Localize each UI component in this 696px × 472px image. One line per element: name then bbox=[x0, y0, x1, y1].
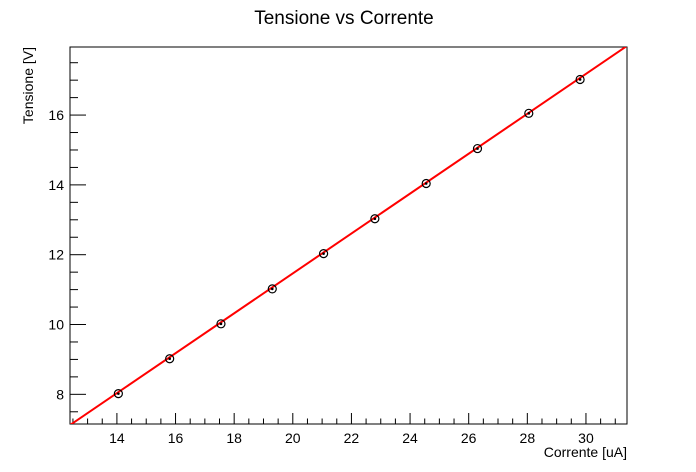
data-point bbox=[575, 74, 585, 85]
data-point bbox=[318, 249, 329, 259]
data-point-marker bbox=[370, 214, 380, 224]
data-point-center bbox=[270, 287, 274, 291]
data-point-marker bbox=[472, 143, 483, 154]
x-tick-label: 16 bbox=[168, 430, 184, 446]
data-point-marker bbox=[421, 178, 431, 189]
data-point-marker bbox=[216, 319, 226, 329]
y-tick-label: 16 bbox=[48, 107, 64, 123]
data-point bbox=[216, 319, 226, 329]
data-point bbox=[113, 389, 123, 399]
x-axis-ticks bbox=[72, 413, 616, 424]
x-tick-label: 28 bbox=[520, 430, 536, 446]
y-axis-ticks bbox=[70, 62, 86, 413]
y-tick-label: 10 bbox=[48, 317, 64, 333]
data-point-marker bbox=[165, 354, 175, 364]
data-points bbox=[113, 74, 585, 399]
x-tick-label: 30 bbox=[578, 430, 594, 446]
data-point-marker bbox=[113, 389, 123, 399]
x-tick-label: 18 bbox=[226, 430, 242, 446]
data-point bbox=[421, 178, 431, 189]
plot-frame bbox=[69, 46, 628, 425]
y-tick-label: 8 bbox=[56, 386, 64, 402]
data-point-center bbox=[476, 147, 479, 150]
data-point bbox=[165, 354, 175, 364]
data-point-center bbox=[322, 252, 325, 255]
data-point-center bbox=[424, 182, 428, 185]
data-point-marker bbox=[318, 249, 329, 259]
data-point-center bbox=[373, 217, 377, 221]
x-axis-tick-labels: 14 16 18 20 22 24 26 28 30 bbox=[109, 430, 594, 446]
x-tick-label: 20 bbox=[285, 430, 301, 446]
fit-line-layer bbox=[70, 47, 627, 424]
chart-title: Tensione vs Corrente bbox=[254, 8, 434, 29]
data-point-center bbox=[527, 112, 531, 115]
y-axis-label: Tensione [V] bbox=[20, 47, 36, 124]
x-axis-label: Corrente [uA] bbox=[544, 444, 627, 460]
fit-line bbox=[70, 47, 627, 424]
y-tick-label: 14 bbox=[48, 177, 64, 193]
data-point-marker bbox=[267, 284, 277, 294]
data-point bbox=[267, 284, 277, 294]
x-tick-label: 22 bbox=[344, 430, 360, 446]
data-point-marker bbox=[575, 74, 585, 85]
data-point-center bbox=[168, 357, 171, 361]
x-tick-label: 14 bbox=[109, 430, 125, 446]
data-point-center bbox=[219, 322, 223, 326]
data-point bbox=[370, 214, 380, 224]
data-point-marker bbox=[524, 108, 534, 118]
y-tick-label: 12 bbox=[48, 247, 64, 263]
data-point bbox=[524, 108, 534, 118]
x-tick-label: 24 bbox=[402, 430, 418, 446]
x-tick-label: 26 bbox=[461, 430, 477, 446]
data-point-center bbox=[117, 392, 120, 395]
data-point bbox=[472, 143, 483, 154]
data-point-center bbox=[578, 78, 582, 81]
y-axis-tick-labels: 8 10 12 14 16 bbox=[48, 107, 64, 402]
